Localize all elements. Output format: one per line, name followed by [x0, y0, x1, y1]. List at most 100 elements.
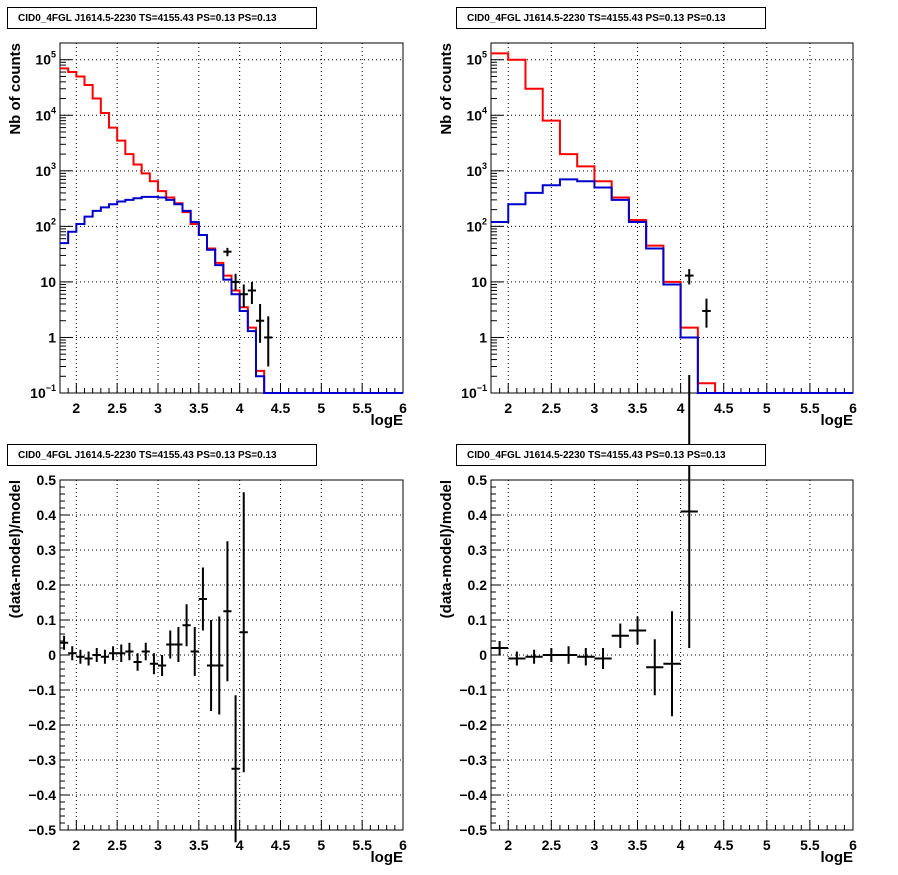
y-tick-label: 105 [466, 50, 487, 68]
x-tick-label: 2.5 [542, 837, 562, 853]
data-point [117, 644, 126, 662]
y-tick-label: −0.5 [459, 822, 487, 838]
y-tick-label: 102 [35, 216, 56, 234]
x-tick-label: 5 [317, 400, 325, 416]
y-tick-label: 0.1 [37, 612, 57, 628]
x-tick-label: 4.5 [714, 837, 734, 853]
data-point [508, 651, 526, 666]
y-tick-label: 103 [35, 161, 56, 179]
y-tick-label-exp: 4 [482, 105, 487, 115]
data-point [680, 375, 698, 648]
data-point [491, 641, 509, 655]
y-tick-label: 0.4 [37, 507, 57, 523]
data-point [663, 611, 681, 717]
data-point [702, 298, 711, 328]
x-tick-label: 6 [399, 400, 407, 416]
x-tick-label: 2 [72, 837, 80, 853]
x-tick-label: 4 [236, 837, 244, 853]
data-point [166, 630, 175, 659]
pad-title-1: CID0_4FGL J1614.5-2230 TS=4155.43 PS=0.1… [7, 7, 317, 29]
x-tick-label: 2.5 [542, 400, 562, 416]
x-tick-label: 3 [591, 400, 599, 416]
y-tick-label: 1 [479, 329, 487, 345]
data-point [611, 623, 629, 648]
data-point [182, 604, 191, 647]
data-point [264, 316, 273, 367]
y-tick-label: −0.2 [28, 717, 56, 733]
data-point [174, 627, 183, 662]
x-tick-label: 4 [236, 400, 244, 416]
x-tick-label: 2 [504, 400, 512, 416]
x-tick-label: 3.5 [189, 400, 209, 416]
y-tick-label-exp: 3 [482, 161, 487, 171]
y-tick-label: −0.4 [459, 787, 487, 803]
chart-3: 2 2.5 3 3.5 4 4.5 5 5.5 6 −0.5 −0.4 −0.3 −0.2 −0.1 0 0.… [7, 472, 407, 866]
y-tick-label: 105 [35, 50, 56, 68]
y-tick-label: 0.3 [37, 542, 57, 558]
y-tick-label: −0.3 [28, 752, 56, 768]
y-tick-label: 0.5 [37, 472, 57, 488]
y-tick-label-exp: 2 [51, 216, 56, 226]
data-point [215, 616, 224, 715]
x-tick-label: 5 [763, 400, 771, 416]
y-tick-label-exp: 2 [482, 216, 487, 226]
plot-frame [59, 42, 404, 394]
x-tick-label: 3 [154, 837, 162, 853]
x-tick-label: 3 [591, 837, 599, 853]
chart-1: 2 2.5 3 3.5 4 4.5 5 5.5 6 10−1 1 10 102 103 104 105 logE… [7, 42, 407, 429]
data-point [239, 284, 248, 308]
x-tick-label: 3.5 [628, 837, 648, 853]
y-tick-label: 104 [35, 105, 56, 123]
x-axis-title: logE [371, 849, 404, 866]
x-tick-label: 5.5 [800, 400, 820, 416]
data-point [190, 627, 199, 676]
x-tick-label: 3.5 [189, 837, 209, 853]
y-tick-label: 0.2 [37, 577, 57, 593]
data-point [125, 642, 134, 661]
x-tick-label: 6 [849, 837, 857, 853]
y-axis-title: Nb of counts [438, 43, 455, 135]
x-tick-label: 5 [763, 837, 771, 853]
series-line-2 [491, 178, 853, 394]
x-tick-label: 5.5 [352, 400, 372, 416]
data-point [141, 642, 150, 661]
data-point [84, 651, 93, 666]
chart-4: 2 2.5 3 3.5 4 4.5 5 5.5 6 −0.5 −0.4 −0.3 −0.2 −0.1 0 0.… [438, 375, 857, 866]
x-tick-label: 5.5 [800, 837, 820, 853]
series-line-2 [60, 195, 403, 394]
data-point [628, 616, 647, 645]
x-tick-label: 5.5 [352, 837, 372, 853]
y-tick-label-exp: −1 [477, 383, 487, 393]
x-tick-label: 2.5 [107, 400, 127, 416]
data-point [223, 541, 232, 682]
x-tick-label: 3.5 [628, 400, 648, 416]
y-tick-label: −0.1 [459, 682, 487, 698]
y-tick-label: 0.1 [468, 612, 488, 628]
plot-frame [59, 479, 404, 831]
data-point [60, 635, 69, 650]
x-tick-label: 4.5 [271, 400, 291, 416]
x-tick-label: 2.5 [107, 837, 127, 853]
data-point [577, 648, 595, 666]
y-tick-label: 103 [466, 161, 487, 179]
series-line-1 [491, 52, 853, 394]
x-tick-label: 3 [154, 400, 162, 416]
x-axis-title: logE [821, 849, 854, 866]
y-tick-label: −0.2 [459, 717, 487, 733]
y-tick-label: 102 [466, 216, 487, 234]
x-axis-title: logE [821, 412, 854, 429]
y-tick-label: 104 [466, 105, 487, 123]
data-point [100, 649, 109, 664]
x-tick-label: 6 [849, 400, 857, 416]
y-tick-label-exp: 5 [51, 50, 56, 60]
data-point [109, 646, 118, 661]
data-point [559, 646, 578, 664]
pad-title-2: CID0_4FGL J1614.5-2230 TS=4155.43 PS=0.1… [456, 7, 766, 29]
y-tick-label-exp: −1 [46, 383, 56, 393]
plot-frame [490, 42, 854, 394]
x-tick-label: 2 [72, 400, 80, 416]
data-point [231, 695, 240, 843]
x-tick-label: 5 [317, 837, 325, 853]
data-point [542, 648, 560, 662]
data-point [223, 247, 232, 257]
